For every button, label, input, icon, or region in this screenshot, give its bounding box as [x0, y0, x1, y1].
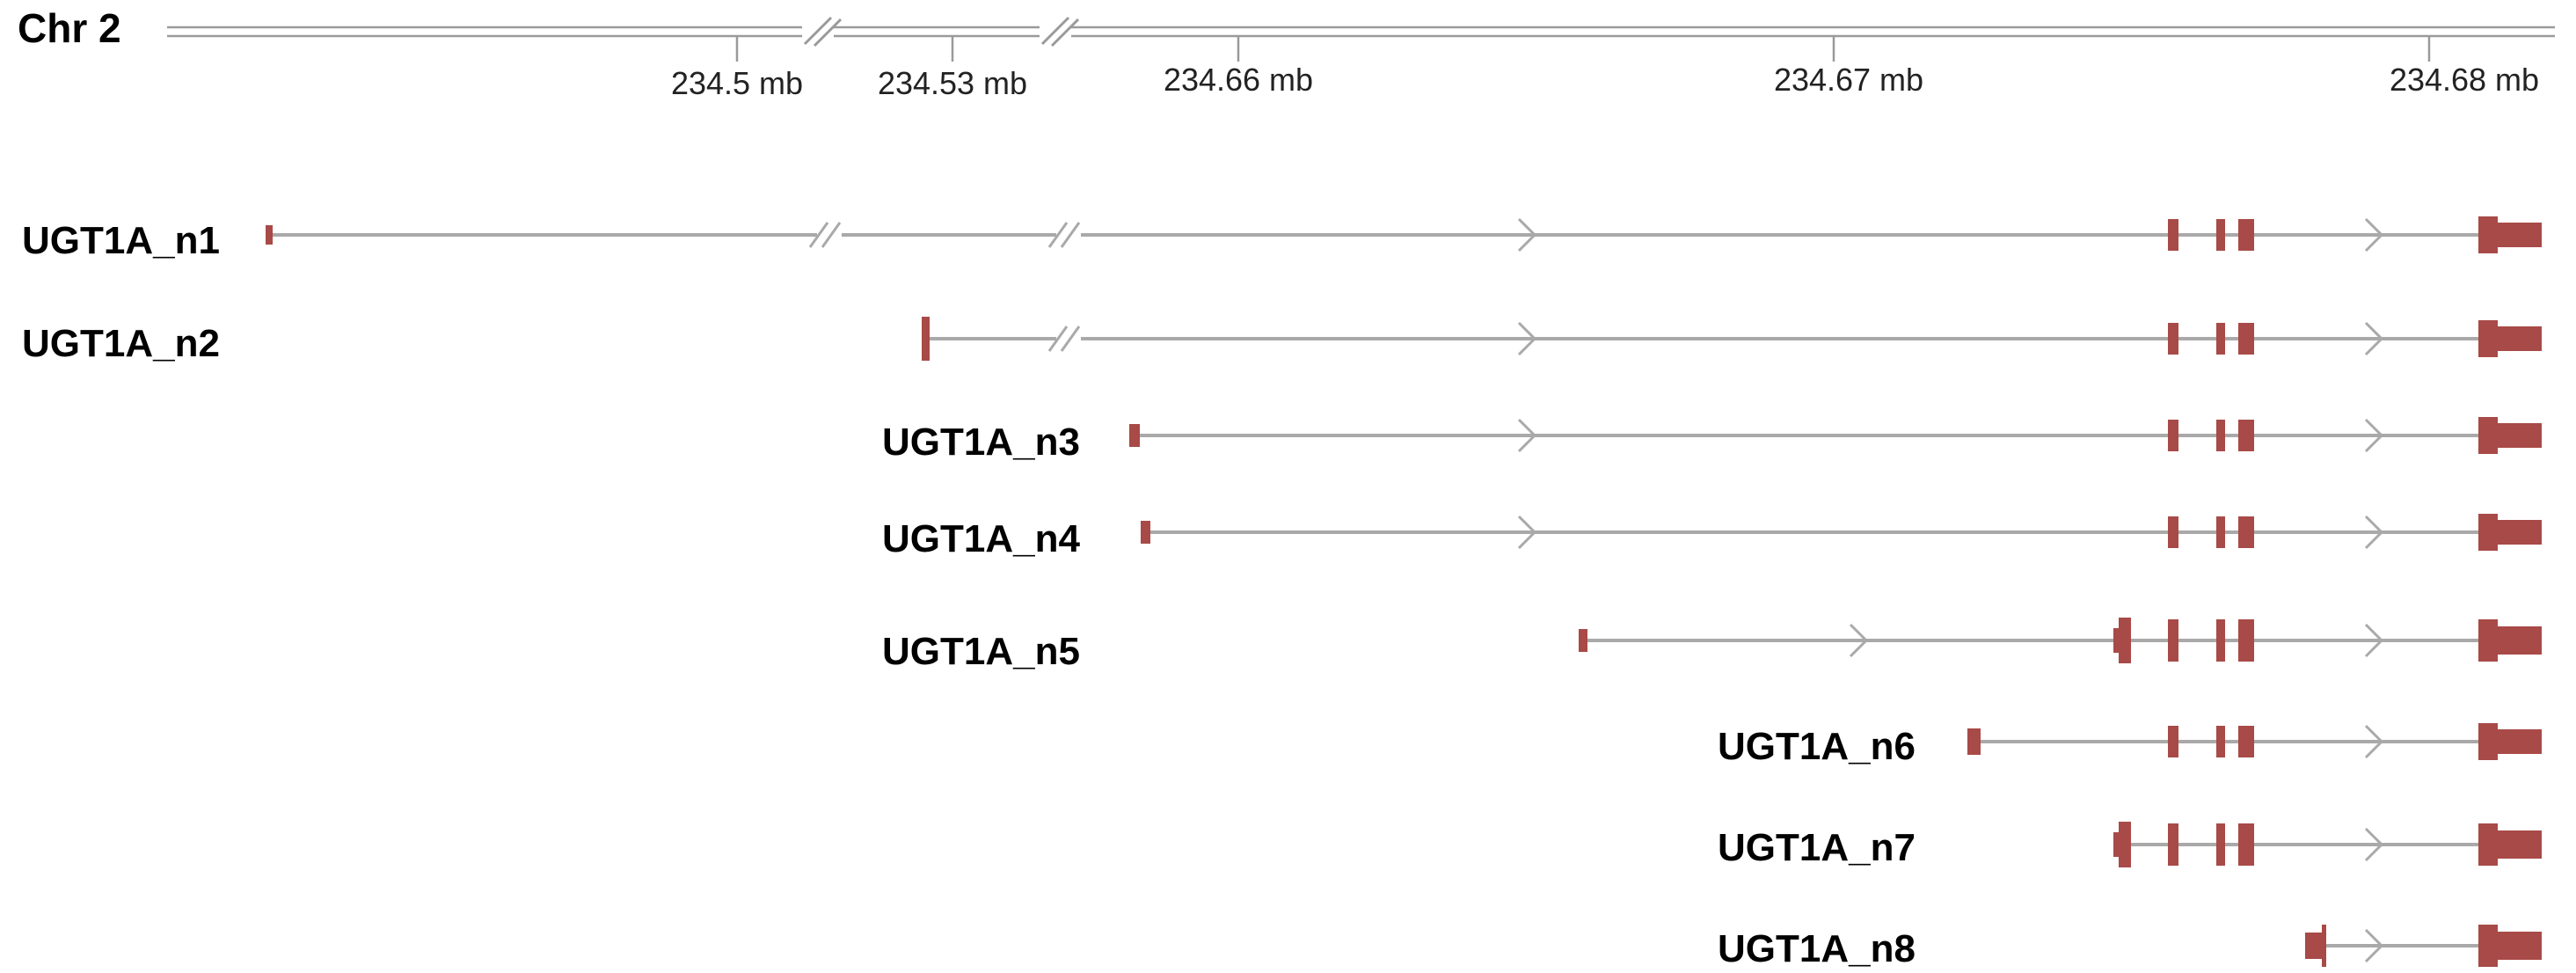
axis-tick-label: 234.53 mb: [878, 65, 1027, 101]
exon-block: [2168, 726, 2178, 757]
strand-arrow: [1517, 418, 1537, 453]
exon-block: [2113, 628, 2120, 653]
exon-block: [2216, 726, 2225, 757]
exon-block: [1967, 728, 1981, 755]
exon-block: [2478, 216, 2498, 253]
exon-block: [2478, 320, 2498, 357]
transcript-track: [1967, 723, 2542, 760]
transcript-tracks: [266, 216, 2542, 967]
exon-block: [2216, 323, 2225, 355]
transcript-track: [922, 317, 2542, 361]
line-break-mark: [1060, 222, 1081, 248]
strand-arrow: [1517, 515, 1537, 550]
exon-block: [2498, 626, 2542, 655]
exon-block: [2238, 323, 2254, 355]
transcript-label: UGT1A_n8: [1718, 927, 1916, 970]
transcript-track: [1141, 514, 2542, 551]
chromosome-label: Chr 2: [18, 5, 121, 51]
axis-tick-label: 234.5 mb: [671, 65, 803, 101]
strand-arrow: [1849, 623, 1869, 658]
exon-block: [1129, 424, 1140, 447]
strand-arrow: [2364, 217, 2384, 252]
exon-block: [2168, 619, 2178, 662]
transcript-label: UGT1A_n5: [882, 630, 1080, 673]
strand-arrow: [2364, 321, 2384, 356]
exon-block: [2216, 619, 2225, 662]
exon-block: [2119, 822, 2131, 867]
line-break-mark: [808, 222, 829, 248]
exon-block: [1141, 521, 1150, 544]
exon-block: [2168, 516, 2178, 548]
strand-arrow: [1517, 321, 1537, 356]
exon-block: [2498, 423, 2542, 448]
transcript-label: UGT1A_n1: [22, 219, 220, 262]
transcript-track: [1129, 417, 2542, 454]
transcript-label: UGT1A_n6: [1718, 725, 1916, 768]
genomic-axis: 234.5 mb 234.53 mb 234.66 mb 234.67 mb 2…: [167, 16, 2555, 101]
exon-block: [2478, 619, 2498, 662]
line-break-mark: [1047, 222, 1069, 248]
transcript-label: UGT1A_n4: [882, 517, 1080, 560]
axis-break: [1040, 16, 1080, 48]
exon-block: [2478, 823, 2498, 866]
strand-arrow: [1517, 217, 1537, 252]
exon-block: [2478, 417, 2498, 454]
transcript-label: UGT1A_n2: [22, 322, 220, 365]
exon-block: [2238, 516, 2254, 548]
transcript-track: [2113, 822, 2542, 867]
strand-arrow: [2364, 418, 2384, 453]
transcript-track: [266, 216, 2542, 253]
exon-block: [2119, 618, 2131, 663]
strand-arrow: [2364, 827, 2384, 862]
transcript-track: [2305, 925, 2542, 967]
exon-block: [2168, 323, 2178, 355]
exon-block: [266, 225, 273, 245]
axis-tick-label: 234.68 mb: [2390, 62, 2539, 98]
exon-block: [2216, 219, 2225, 251]
exon-block: [2216, 823, 2225, 866]
exon-block: [2498, 520, 2542, 545]
line-break-mark: [1060, 326, 1081, 352]
axis-break: [802, 16, 843, 48]
exon-block: [2168, 219, 2178, 251]
exon-block: [2498, 932, 2542, 960]
exon-block: [2498, 729, 2542, 754]
exon-block: [2498, 830, 2542, 859]
exon-block: [1579, 629, 1587, 652]
transcript-label: UGT1A_n7: [1718, 826, 1916, 869]
exon-block: [2478, 925, 2498, 967]
exon-block: [2168, 823, 2178, 866]
exon-block: [2322, 925, 2326, 967]
exon-block: [922, 317, 930, 361]
exon-block: [2238, 219, 2254, 251]
exon-block: [2478, 723, 2498, 760]
exon-block: [2305, 933, 2323, 959]
exon-block: [2478, 514, 2498, 551]
exon-block: [2238, 726, 2254, 757]
exon-block: [2498, 223, 2542, 247]
line-break-mark: [1047, 326, 1069, 352]
exon-block: [2238, 420, 2254, 451]
axis-tick-label: 234.66 mb: [1164, 62, 1313, 98]
exon-block: [2238, 823, 2254, 866]
transcript-track: [1579, 618, 2542, 663]
exon-block: [2216, 516, 2225, 548]
exon-block: [2498, 326, 2542, 351]
strand-arrow: [2364, 623, 2384, 658]
line-break-mark: [821, 222, 842, 248]
exon-block: [2216, 420, 2225, 451]
axis-tick-label: 234.67 mb: [1774, 62, 1923, 98]
transcript-label: UGT1A_n3: [882, 421, 1080, 464]
strand-arrow: [2364, 515, 2384, 550]
exon-block: [2168, 420, 2178, 451]
exon-block: [2238, 619, 2254, 662]
strand-arrow: [2364, 928, 2384, 963]
strand-arrow: [2364, 724, 2384, 759]
exon-block: [2113, 832, 2120, 857]
